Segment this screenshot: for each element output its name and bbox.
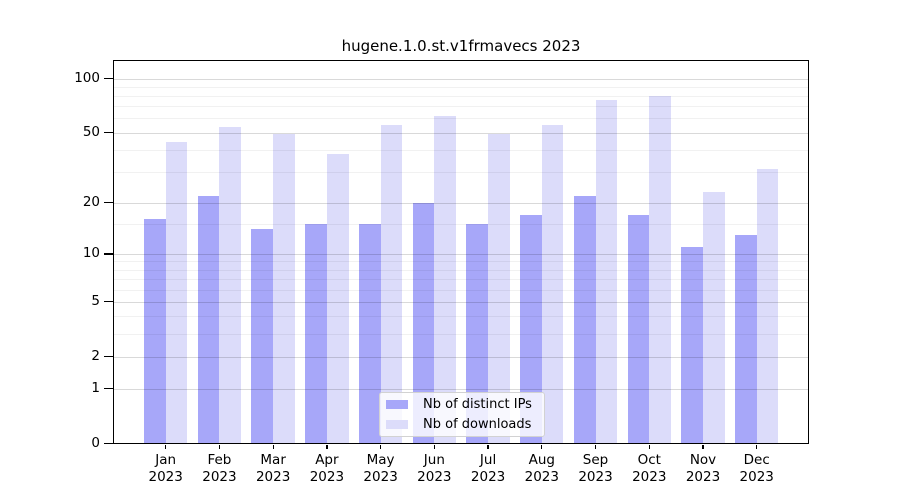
- y-tick-label-1: 1: [91, 380, 100, 397]
- gridline-minor-90: [113, 86, 809, 88]
- bar-nb-of-distinct-ips-mar: [251, 229, 274, 444]
- x-tick-feb: [218, 444, 221, 449]
- x-tick-nov: [702, 444, 704, 449]
- bar-nb-of-downloads-may: [380, 125, 403, 444]
- bar-nb-of-downloads-aug: [541, 125, 564, 444]
- legend-swatch-downloads: [386, 420, 408, 430]
- bar-nb-of-downloads-oct: [649, 95, 671, 444]
- bar-nb-of-distinct-ips-nov: [681, 246, 703, 444]
- y-tick-label-100: 100: [74, 70, 100, 86]
- bar-nb-of-distinct-ips-feb: [197, 195, 220, 444]
- plot-area: [113, 60, 809, 444]
- bar-nb-of-downloads-sep: [595, 99, 618, 444]
- chart-title: hugene.1.0.st.v1frmavecs 2023: [341, 37, 581, 55]
- y-tick-2: [104, 356, 113, 358]
- x-tick-label-nov: Nov 2023: [685, 452, 721, 485]
- x-tick-may: [379, 444, 382, 449]
- bar-nb-of-downloads-apr: [326, 153, 349, 444]
- gridline-minor-40: [113, 149, 809, 151]
- y-tick-label-20: 20: [82, 194, 100, 211]
- x-tick-jun: [433, 444, 435, 449]
- bar-nb-of-distinct-ips-may: [358, 224, 381, 444]
- bar-nb-of-distinct-ips-oct: [627, 214, 650, 444]
- y-tick-1: [104, 388, 113, 390]
- y-tick-5: [104, 301, 113, 303]
- y-tick-0: [104, 442, 113, 445]
- x-tick-label-feb: Feb 2023: [202, 452, 237, 485]
- x-tick-label-dec: Dec 2023: [739, 452, 774, 485]
- x-tick-mar: [272, 444, 274, 449]
- bar-nb-of-downloads-jan: [165, 142, 188, 444]
- bar-nb-of-downloads-nov: [703, 192, 725, 444]
- bar-nb-of-distinct-ips-jun: [412, 202, 435, 444]
- x-tick-oct: [648, 444, 650, 449]
- y-tick-20: [104, 202, 113, 204]
- gridline-minor-30: [113, 171, 809, 173]
- x-tick-apr: [326, 444, 328, 449]
- y-tick-label-50: 50: [82, 124, 100, 141]
- legend-label-downloads: Nb of downloads: [423, 417, 532, 433]
- x-tick-jul: [487, 444, 489, 449]
- y-tick-label-2: 2: [91, 348, 100, 365]
- y-tick-50: [104, 131, 113, 134]
- bar-nb-of-distinct-ips-dec: [735, 234, 757, 444]
- x-tick-dec: [756, 444, 758, 449]
- x-tick-label-sep: Sep 2023: [578, 452, 613, 485]
- x-tick-label-aug: Aug 2023: [524, 452, 559, 485]
- bar-nb-of-distinct-ips-aug: [520, 214, 542, 444]
- x-tick-label-may: May 2023: [363, 452, 398, 485]
- x-tick-label-jun: Jun 2023: [417, 452, 452, 485]
- legend-item-downloads: Nb of downloads: [386, 416, 544, 434]
- bar-nb-of-distinct-ips-apr: [305, 224, 327, 444]
- x-tick-sep: [594, 444, 597, 449]
- gridline-minor-70: [113, 106, 809, 108]
- y-tick-label-5: 5: [91, 293, 100, 310]
- gridline-minor-80: [113, 95, 809, 97]
- gridline-major-100: [113, 78, 809, 80]
- bar-nb-of-downloads-mar: [273, 134, 295, 444]
- bar-nb-of-distinct-ips-jan: [144, 219, 166, 444]
- y-tick-label-10: 10: [82, 245, 100, 262]
- bar-nb-of-downloads-dec: [756, 169, 779, 444]
- gridline-minor-60: [113, 118, 809, 120]
- legend: Nb of distinct IPs Nb of downloads: [379, 392, 545, 437]
- x-tick-jan: [165, 444, 167, 449]
- bar-nb-of-downloads-jul: [488, 134, 510, 444]
- x-tick-aug: [541, 444, 543, 449]
- x-tick-label-jul: Jul 2023: [470, 452, 506, 485]
- bar-nb-of-distinct-ips-jul: [466, 224, 489, 444]
- bar-nb-of-downloads-jun: [434, 115, 457, 444]
- y-tick-label-0: 0: [91, 435, 100, 451]
- x-tick-label-apr: Apr 2023: [309, 452, 345, 485]
- bar-nb-of-downloads-feb: [219, 126, 242, 444]
- x-tick-label-oct: Oct 2023: [632, 452, 667, 485]
- legend-label-distinct-ips: Nb of distinct IPs: [423, 396, 532, 412]
- legend-item-distinct-ips: Nb of distinct IPs: [386, 395, 544, 413]
- legend-swatch-distinct-ips: [386, 399, 408, 409]
- x-tick-label-mar: Mar 2023: [255, 452, 291, 485]
- y-tick-100: [104, 77, 113, 80]
- bar-nb-of-distinct-ips-sep: [573, 195, 596, 444]
- gridline-major-50: [113, 132, 809, 134]
- y-tick-10: [104, 253, 113, 255]
- x-tick-label-jan: Jan 2023: [148, 452, 183, 485]
